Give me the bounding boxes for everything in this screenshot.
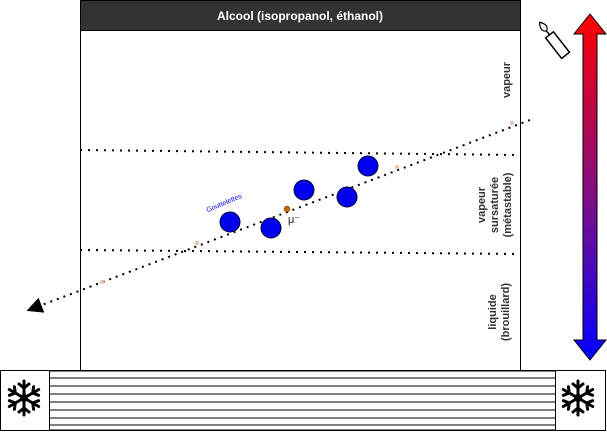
zone-sursaturee-line2: sursaturée bbox=[489, 177, 501, 233]
droplet bbox=[219, 211, 241, 233]
track-dot bbox=[510, 121, 514, 125]
muon-label: μ⁻ bbox=[288, 214, 300, 226]
cooling-plate-lines bbox=[49, 370, 556, 431]
track-dot bbox=[100, 280, 104, 284]
zone-vapeur: vapeur bbox=[501, 61, 513, 98]
zone-sursaturee: vapeur sursaturée (métastable) bbox=[476, 172, 514, 237]
cooling-plate-stripes bbox=[50, 377, 555, 426]
muon-particle bbox=[283, 205, 291, 213]
track-dot bbox=[395, 165, 399, 169]
zone-liquide: liquide (brouillard) bbox=[487, 283, 512, 341]
zone-liquide-line2: (brouillard) bbox=[500, 283, 512, 341]
candle-icon bbox=[539, 21, 571, 60]
chamber-title: Alcool (isopropanol, éthanol) bbox=[217, 9, 383, 23]
snowflake-icon bbox=[561, 379, 595, 417]
zone-liquide-line1: liquide bbox=[487, 294, 499, 329]
snowflake-icon bbox=[7, 379, 41, 417]
droplet bbox=[260, 217, 282, 239]
lower-boundary-line bbox=[79, 249, 521, 255]
title-bar bbox=[80, 0, 521, 31]
zone-vapeur-label: vapeur bbox=[501, 61, 513, 98]
zone-sursaturee-line3: (métastable) bbox=[502, 172, 514, 237]
droplet bbox=[336, 186, 358, 208]
temperature-gradient-arrow bbox=[572, 13, 607, 361]
zone-sursaturee-line1: vapeur bbox=[476, 186, 488, 223]
upper-boundary-line bbox=[79, 149, 521, 156]
droplet bbox=[293, 179, 315, 201]
particle-track bbox=[26, 119, 531, 313]
droplet bbox=[357, 155, 379, 177]
track-dot bbox=[195, 241, 199, 245]
